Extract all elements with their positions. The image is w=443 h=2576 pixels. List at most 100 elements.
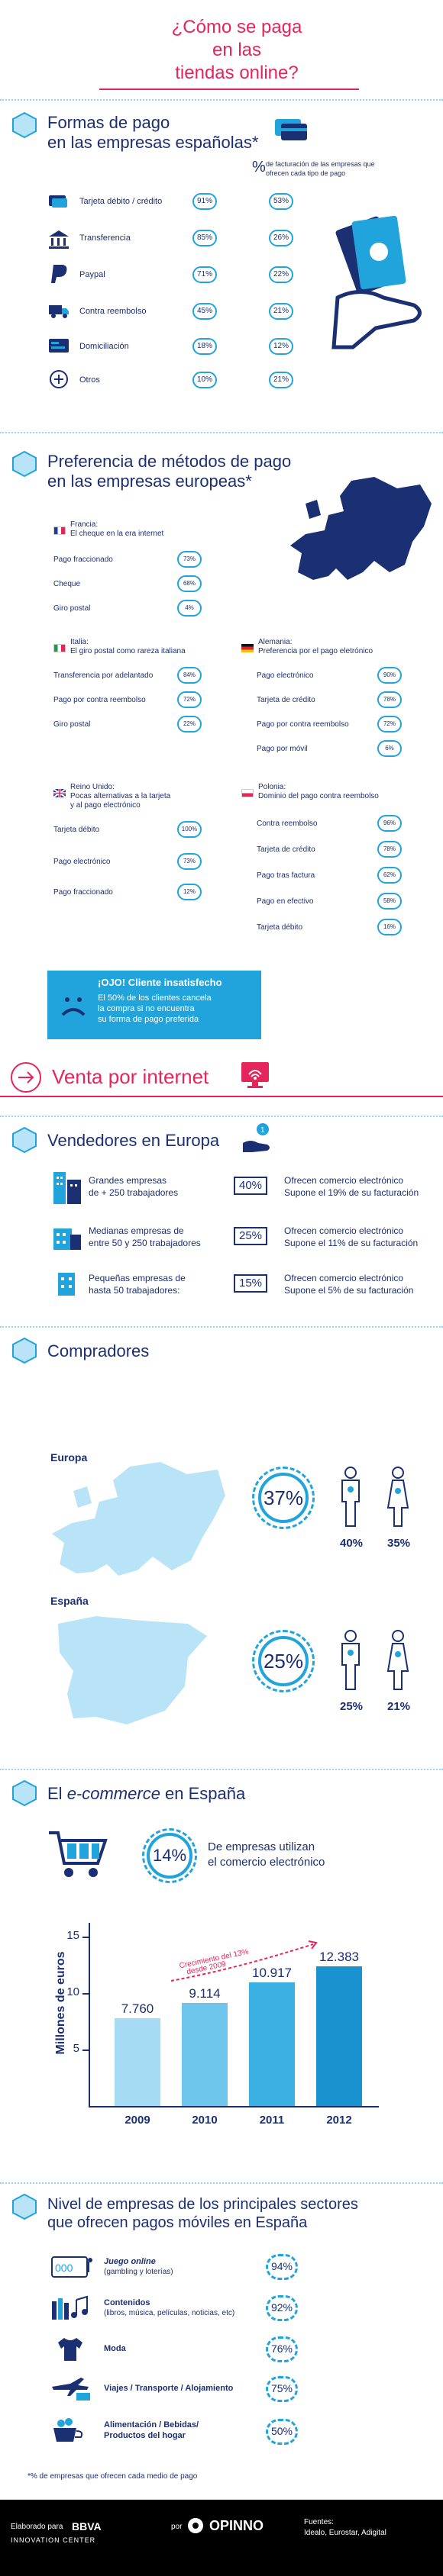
- reinounido-name: Reino Unido:: [70, 783, 115, 791]
- woman-icon: [386, 1630, 409, 1690]
- reinounido-row-2-value: 12%: [177, 884, 202, 900]
- movil-0-label-1: Juego online: [104, 2257, 156, 2266]
- slot-machine-icon: 000: [51, 2256, 92, 2278]
- movil-0-value: 94%: [270, 2260, 293, 2272]
- reinounido-row-0-label: Tarjeta débito: [53, 826, 100, 834]
- footer: Elaborado para BBVA INNOVATION CENTER po…: [0, 2500, 443, 2576]
- europa-women-pct: 35%: [386, 1537, 411, 1550]
- espana-total: 25%: [258, 1636, 309, 1686]
- vendedor-2-text-2: Supone el 5% de su facturación: [284, 1285, 414, 1296]
- growth-arrow: [170, 1940, 318, 1982]
- francia-row-0-value: 73%: [177, 551, 202, 568]
- movil-0-ring: [266, 2254, 298, 2280]
- monitor-wifi-icon: [241, 1062, 269, 1088]
- forma-pct-a-1: 85%: [192, 230, 217, 246]
- venta-line: [0, 1096, 443, 1097]
- footer-por: por: [171, 2523, 183, 2531]
- food-icon: [53, 2418, 83, 2442]
- ecommerce-pct: 14%: [147, 1833, 192, 1879]
- movil-4-label-2: Productos del hogar: [104, 2431, 186, 2440]
- svg-text:000: 000: [55, 2262, 73, 2274]
- italia-sub: El giro postal como rareza italiana: [70, 647, 186, 655]
- bar-value-2010: 9.114: [189, 1986, 221, 2001]
- europa-total: 37%: [258, 1473, 309, 1523]
- separator: [0, 1769, 443, 1770]
- travel-icon: [52, 2378, 90, 2401]
- italia-name: Italia:: [70, 638, 89, 646]
- bar-value-2009: 7.760: [121, 2001, 154, 2017]
- arrow-circle-icon: [11, 1062, 41, 1093]
- hexagon-icon: [12, 111, 37, 139]
- movil-2-label-1: Moda: [104, 2344, 126, 2353]
- preferencia-title-1: Preferencia de métodos de pago: [47, 452, 292, 471]
- francia-row-1-label: Cheque: [53, 580, 81, 588]
- money-hand-icon: [331, 215, 422, 349]
- europa-label: Europa: [50, 1451, 88, 1463]
- woman-icon: [386, 1467, 409, 1527]
- movil-3-value: 75%: [270, 2382, 293, 2394]
- alemania-row-2-label: Pago por contra reembolso: [257, 720, 349, 729]
- bar-2009: [115, 2018, 160, 2106]
- moviles-title-1: Nivel de empresas de los principales sec…: [47, 2196, 358, 2213]
- polonia-sub: Dominio del pago contra reembolso: [258, 792, 379, 800]
- chart-grid-15: [82, 1937, 90, 1938]
- vendedor-1-line-1: Medianas empresas de: [89, 1225, 184, 1236]
- forma-label-5: Otros: [79, 375, 100, 385]
- europe-map: [52, 1462, 225, 1576]
- header-underline: [99, 89, 359, 90]
- vendedor-0-text-2: Supone el 19% de su facturación: [284, 1187, 419, 1198]
- domiciliacion-icon: [49, 339, 69, 353]
- vendedor-0-line-1: Grandes empresas: [89, 1175, 167, 1186]
- reinounido-row-1-label: Pago electrónico: [53, 858, 111, 866]
- germany-flag-icon: [241, 644, 254, 652]
- reinounido-sub-2: y al pago electrónico: [70, 801, 141, 810]
- sad-face-icon: [61, 997, 86, 1016]
- polonia-row-4-value: 16%: [377, 919, 402, 935]
- movil-1-value: 92%: [270, 2301, 293, 2314]
- x-label-2009: 2009: [124, 2114, 150, 2127]
- polonia-row-1-label: Tarjeta de crédito: [257, 845, 315, 854]
- forma-pct-b-3: 21%: [269, 303, 293, 320]
- movil-0-label-2: (gambling y loterías): [104, 2268, 173, 2276]
- polonia-row-4-label: Tarjeta débito: [257, 923, 303, 932]
- polonia-row-0-value: 96%: [377, 815, 402, 832]
- bank-icon: [49, 230, 69, 249]
- chart-axis-x: [89, 2106, 379, 2107]
- francia-row-0-label: Pago fraccionado: [53, 555, 113, 564]
- forma-pct-a-0: 91%: [192, 193, 217, 210]
- moviles-title-2: que ofrecen pagos móviles en España: [47, 2214, 308, 2231]
- espana-label: España: [50, 1595, 89, 1607]
- vendedor-1-line-2: entre 50 y 250 trabajadores: [89, 1238, 201, 1248]
- footer-elaborado: Elaborado para: [11, 2523, 63, 2531]
- ojo-line-2: la compra si no encuentra: [98, 1004, 195, 1013]
- forma-label-0: Tarjeta débito / crédito: [79, 197, 163, 206]
- venta-title: Venta por internet: [52, 1065, 209, 1088]
- separator: [0, 432, 443, 433]
- legend-text-1: de facturación de las empresas que: [266, 160, 375, 168]
- ecommerce-title: El e-commerce en España: [47, 1784, 245, 1804]
- venta-banner: Venta por internet: [0, 1058, 443, 1097]
- alemania-name: Alemania:: [258, 638, 293, 646]
- compradores-title: Compradores: [47, 1341, 150, 1360]
- ecommerce-ring: [142, 1828, 197, 1883]
- man-icon: [341, 1467, 360, 1527]
- vendedor-2-line-1: Pequeñas empresas de: [89, 1273, 186, 1283]
- footer-opinno: OPINNO: [209, 2518, 264, 2533]
- hexagon-icon: [12, 1337, 37, 1364]
- card-icon: [49, 195, 67, 208]
- polonia-row-2-value: 62%: [377, 867, 402, 884]
- italia-row-2-value: 22%: [177, 716, 202, 733]
- header-line-3-text: tiendas online?: [175, 63, 299, 83]
- moviles-footnote: *% de empresas que ofrecen cada medio de…: [27, 2472, 198, 2481]
- reinounido-sub-1: Pocas alternativas a la tarjeta: [70, 792, 171, 800]
- vendedor-1-text-2: Supone el 11% de su facturación: [284, 1238, 419, 1248]
- francia-sub: El cheque en la era internet: [70, 530, 164, 538]
- forma-pct-a-5: 10%: [192, 372, 217, 388]
- italia-row-0-value: 84%: [177, 667, 202, 684]
- ojo-line-1: El 50% de los clientes cancela: [98, 993, 212, 1003]
- france-flag-icon: [53, 526, 66, 535]
- francia-row-2-value: 4%: [177, 600, 202, 617]
- truck-icon: [49, 305, 69, 318]
- vendedor-0-line-2: de + 250 trabajadores: [89, 1187, 179, 1198]
- separator: [0, 99, 443, 101]
